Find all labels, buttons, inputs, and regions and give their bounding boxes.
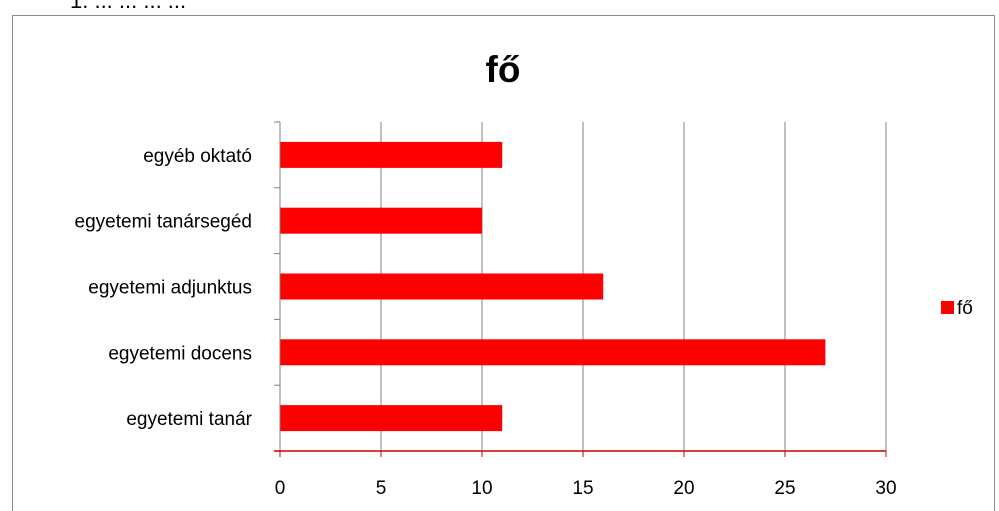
tick-label: 5 xyxy=(376,478,387,499)
tick-label: 30 xyxy=(875,478,896,499)
category-label: egyéb oktató xyxy=(143,146,252,167)
tick-label: 20 xyxy=(673,478,694,499)
tick-label: 0 xyxy=(275,478,286,499)
plot-area: egyetemi tanár egyetemi docens egyetemi ad… xyxy=(75,121,897,499)
legend-swatch xyxy=(941,301,954,314)
chart-title: fő xyxy=(486,49,521,90)
bar xyxy=(280,405,503,432)
category-label: egyetemi tanársegéd xyxy=(75,212,252,233)
bar xyxy=(280,273,604,300)
category-label: egyetemi adjunktus xyxy=(88,278,252,299)
tick-label: 15 xyxy=(572,478,593,499)
tick-label: 25 xyxy=(774,478,795,499)
category-label: egyetemi docens xyxy=(108,343,252,364)
cropped-caption: 1. ... ... ... ... xyxy=(70,0,187,13)
bar xyxy=(280,339,826,366)
tick-label: 10 xyxy=(471,478,492,499)
bar xyxy=(280,141,503,168)
legend: fő xyxy=(941,298,973,319)
chart-frame xyxy=(12,15,995,511)
category-label: egyetemi tanár xyxy=(126,409,252,430)
bar xyxy=(280,207,482,234)
legend-label: fő xyxy=(957,298,973,319)
cropped-caption-text: 1. ... ... ... ... xyxy=(0,0,999,14)
